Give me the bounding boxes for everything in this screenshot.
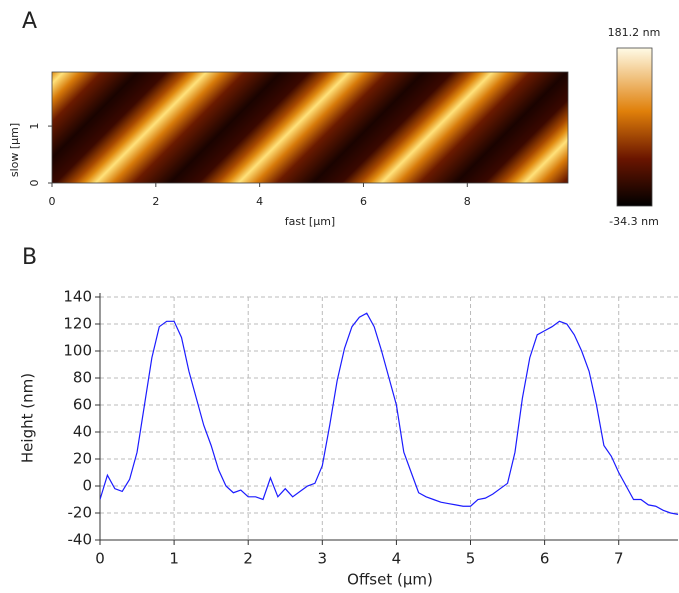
y-tick-label: -20: [68, 504, 93, 522]
y-axis-label: Height (nm): [19, 373, 37, 463]
y-tick-label: 120: [63, 315, 92, 333]
x-tick-label: 0: [95, 550, 105, 568]
y-tick-label: 20: [73, 450, 92, 468]
panel-label: B: [22, 245, 37, 270]
axes-frame: [51, 71, 569, 184]
x-tick-label: 8: [464, 195, 471, 208]
x-tick-label: 6: [360, 195, 367, 208]
colorbar-max-label: 181.2 nm: [608, 26, 661, 39]
x-tick-label: 4: [392, 550, 402, 568]
x-tick-label: 4: [256, 195, 263, 208]
x-tick-label: 6: [540, 550, 550, 568]
y-tick-label: 100: [63, 342, 92, 360]
x-tick-label: 7: [614, 550, 624, 568]
x-tick-label: 0: [49, 195, 56, 208]
y-tick-label: 140: [63, 288, 92, 306]
x-axis-label: Offset (µm): [347, 571, 433, 589]
colorbar: [616, 47, 653, 207]
y-tick-label: 40: [73, 423, 92, 441]
y-tick-label: 1: [28, 123, 41, 130]
x-tick-label: 2: [152, 195, 159, 208]
y-tick-label: 60: [73, 396, 92, 414]
y-tick-label: 80: [73, 369, 92, 387]
y-tick-label: 0: [82, 477, 92, 495]
x-tick-label: 1: [169, 550, 179, 568]
x-axis-label: fast [µm]: [285, 215, 335, 228]
x-tick-label: 5: [466, 550, 476, 568]
panel-label: A: [22, 9, 37, 34]
x-tick-label: 2: [243, 550, 253, 568]
profile-line: [100, 312, 679, 515]
y-axis-label: slow [µm]: [8, 123, 21, 177]
y-tick-label: -40: [68, 531, 93, 549]
colorbar-min-label: -34.3 nm: [609, 215, 659, 228]
y-tick-label: 0: [28, 180, 41, 187]
afm-image: [52, 72, 568, 183]
x-tick-label: 3: [318, 550, 328, 568]
